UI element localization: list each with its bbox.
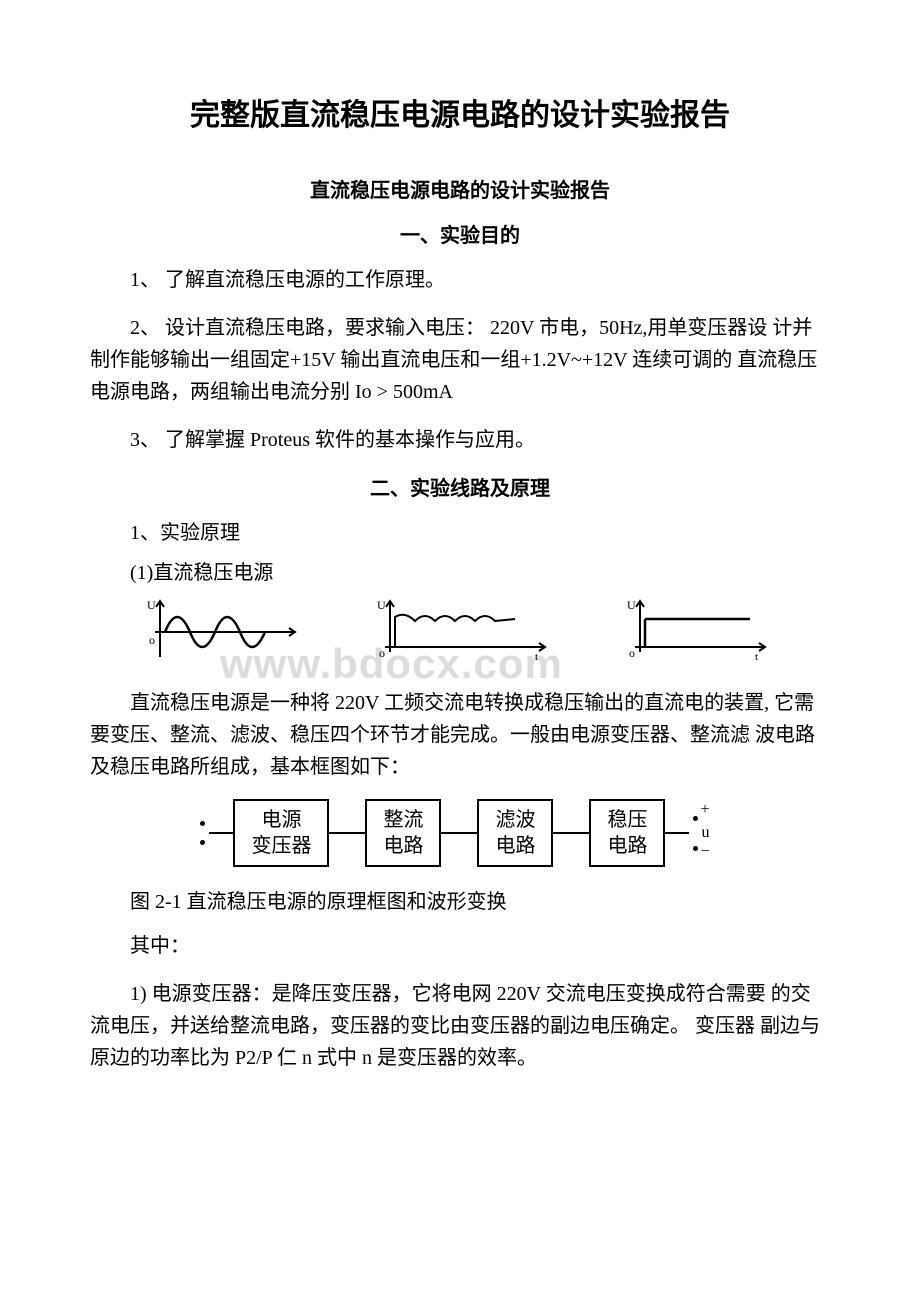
section-2-para-2: 其中： — [90, 930, 830, 962]
block-diagram: 电源 变压器 整流 电路 滤波 电路 稳压 电路 + − — [90, 799, 830, 867]
svg-text:U: U — [377, 598, 386, 612]
block-transformer: 电源 变压器 — [233, 799, 329, 867]
block-rectifier: 整流 电路 — [365, 799, 441, 867]
waveform-dc-icon: U o t — [625, 597, 775, 667]
svg-text:U: U — [147, 598, 156, 612]
section-1-item-1: 1、 了解直流稳压电源的工作原理。 — [90, 264, 830, 296]
block-input-terminals — [200, 821, 205, 845]
document-title: 完整版直流稳压电源电路的设计实验报告 — [90, 90, 830, 134]
waveform-sine-icon: U o — [145, 597, 305, 667]
block-connector — [329, 832, 365, 834]
block-filter: 滤波 电路 — [477, 799, 553, 867]
svg-text:o: o — [149, 633, 155, 647]
block-filter-line1: 滤波 — [495, 807, 535, 833]
block-connector — [665, 832, 689, 834]
block-connector — [553, 832, 589, 834]
block-rectifier-line2: 电路 — [383, 833, 423, 859]
waveform-ripple-icon: U o t — [375, 597, 555, 667]
figure-caption: 图 2-1 直流稳压电源的原理框图和波形变换 — [90, 885, 830, 914]
block-rectifier-line1: 整流 — [383, 807, 423, 833]
section-2-item-1: 1、实验原理 — [90, 517, 830, 549]
document-subtitle: 直流稳压电源电路的设计实验报告 — [90, 174, 830, 203]
waveform-row: U o U o t U o t — [90, 597, 830, 667]
block-filter-line2: 电路 — [495, 833, 535, 859]
block-connector — [209, 832, 233, 834]
svg-text:o: o — [629, 646, 635, 660]
svg-text:U: U — [627, 598, 636, 612]
block-transformer-line1: 电源 — [251, 807, 311, 833]
svg-text:t: t — [535, 651, 538, 663]
output-u-label: u — [702, 825, 710, 841]
section-2-para-1: 直流稳压电源是一种将 220V 工频交流电转换成稳压输出的直流电的装置, 它需要… — [90, 687, 830, 783]
section-1-item-3: 3、 了解掌握 Proteus 软件的基本操作与应用。 — [90, 424, 830, 456]
section-2-para-3: 1) 电源变压器：是降压变压器，它将电网 220V 交流电压变换成符合需要 的交… — [90, 978, 830, 1074]
block-regulator-line2: 电路 — [607, 833, 647, 859]
document-content: 完整版直流稳压电源电路的设计实验报告 直流稳压电源电路的设计实验报告 一、实验目… — [90, 90, 830, 1074]
section-1-item-2: 2、 设计直流稳压电路，要求输入电压： 220V 市电，50Hz,用单变压器设 … — [90, 312, 830, 408]
svg-text:t: t — [755, 651, 758, 663]
block-regulator: 稳压 电路 — [589, 799, 665, 867]
svg-text:o: o — [379, 646, 385, 660]
section-1-heading: 一、实验目的 — [90, 219, 830, 248]
output-plus-label: + — [700, 802, 709, 818]
section-2-heading: 二、实验线路及原理 — [90, 472, 830, 501]
block-connector — [441, 832, 477, 834]
block-regulator-line1: 稳压 — [607, 807, 647, 833]
section-2-item-1-1: (1)直流稳压电源 — [90, 557, 830, 589]
block-transformer-line2: 变压器 — [251, 833, 311, 859]
output-minus-label: − — [700, 844, 709, 860]
